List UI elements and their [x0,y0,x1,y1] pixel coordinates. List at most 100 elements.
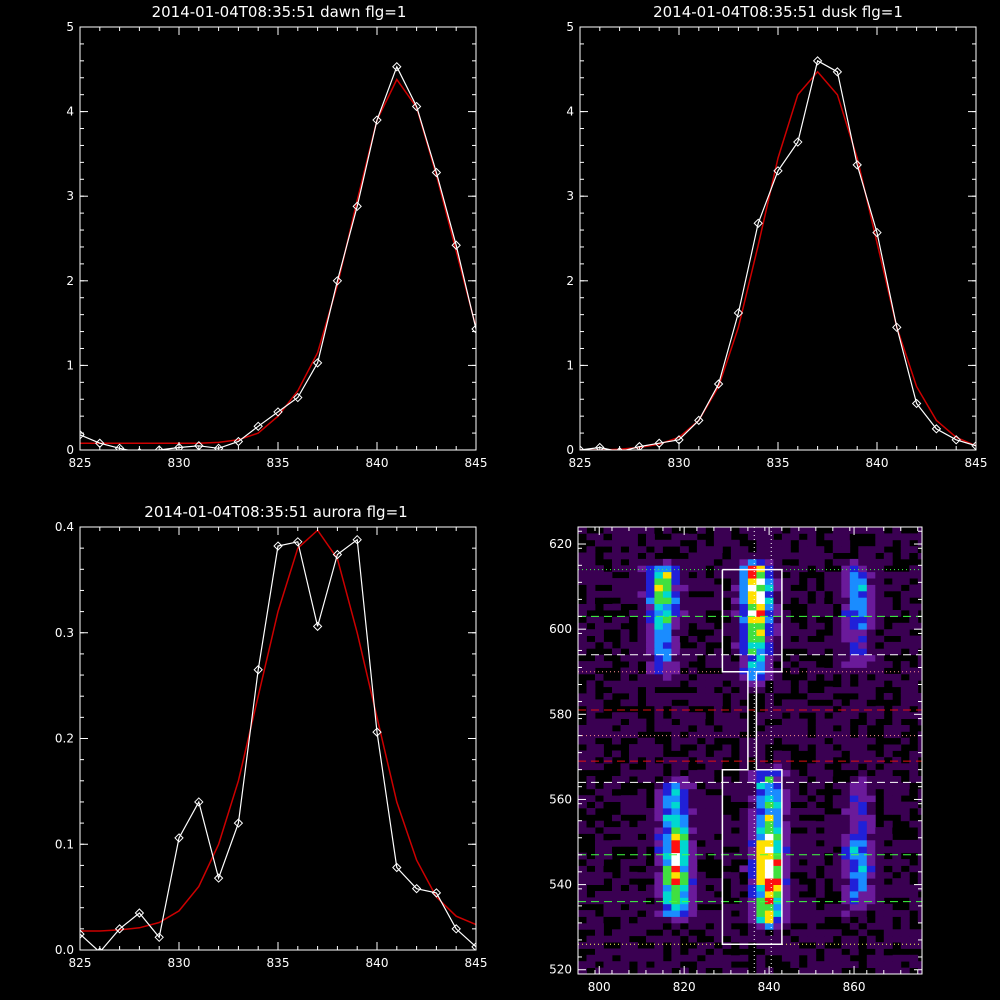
heatmap-cell [773,539,783,547]
heatmap-cell [620,533,630,541]
heatmap-cell [646,558,655,566]
heatmap-cell [917,820,922,828]
heatmap-cell [646,661,655,668]
data-point-marker [293,392,303,403]
heatmap-cell [739,916,749,924]
heatmap-cell [747,667,757,675]
heatmap-cell [858,788,868,796]
heatmap-cell [578,629,587,636]
heatmap-cell [917,533,922,541]
heatmap-cell [696,846,706,854]
heatmap-cell [824,654,834,662]
heatmap-cell [824,756,834,764]
heatmap-cell [688,603,698,611]
heatmap-cell [747,897,757,905]
heatmap-cell [612,622,621,630]
heatmap-cell [578,871,587,879]
heatmap-cell [824,903,834,911]
heatmap-cell [798,846,808,854]
heatmap-cell [756,635,766,643]
heatmap-cell [671,859,681,866]
heatmap-cell [875,922,885,930]
heatmap-cell [620,967,630,974]
heatmap-cell [722,839,732,847]
heatmap-cell [586,782,596,790]
heatmap-cell [671,852,681,860]
heatmap-cell [764,865,774,873]
heatmap-cell [883,967,893,974]
heatmap-cell [798,552,808,560]
heatmap-cell [595,661,604,668]
heatmap-cell [696,942,706,949]
heatmap-cell [781,833,791,841]
heatmap-cell [807,903,817,911]
heatmap-cell [815,756,825,764]
heatmap-cell [603,903,613,911]
heatmap-cell [705,942,715,949]
heatmap-cell [662,846,672,854]
heatmap-cell [620,616,630,624]
heatmap-cell [858,584,868,592]
heatmap-cell [671,942,681,949]
heatmap-cell [807,622,817,630]
heatmap-cell [764,833,774,841]
heatmap-cell [620,839,630,847]
heatmap-cell [841,712,851,719]
heatmap-cell [858,610,868,617]
data-point-marker [471,942,476,950]
heatmap-cell [603,852,613,860]
heatmap-cell [629,533,638,541]
heatmap-cell [756,616,766,624]
heatmap-cell [832,827,842,834]
heatmap-cell [858,699,868,707]
heatmap-cell [747,916,757,924]
heatmap-cell [883,641,893,649]
heatmap-cell [595,699,604,707]
heatmap-cell [578,641,587,649]
heatmap-cell [654,590,664,598]
heatmap-cell [790,558,800,566]
heatmap-cell [841,737,851,745]
heatmap-cell [756,750,766,758]
heatmap-cell [909,769,919,777]
heatmap-cell [807,558,817,566]
heatmap-cell [730,871,740,879]
heatmap-cell [798,635,808,643]
heatmap-cell [662,718,672,726]
heatmap-cell [696,718,706,726]
heatmap-cell [866,865,876,873]
heatmap-cell [679,788,689,796]
heatmap-cell [595,788,604,796]
heatmap-cell [578,539,587,547]
heatmap-cell [629,833,638,841]
data-point-marker [872,227,882,238]
heatmap-cell [637,852,647,860]
heatmap-cell [875,961,885,968]
heatmap-cell [679,846,689,854]
heatmap-cell [909,571,919,579]
heatmap-cell [841,935,851,943]
heatmap-cell [705,699,715,707]
heatmap-cell [824,603,834,611]
heatmap-cell [841,954,851,962]
heatmap-cell [603,871,613,879]
heatmap-cell [883,693,893,700]
heatmap-cell [713,910,723,917]
heatmap-cell [629,756,638,764]
heatmap-cell [773,686,783,694]
heatmap-cell [739,693,749,700]
heatmap-cell [578,558,587,566]
data-point-marker [253,665,263,675]
data-point-marker [773,166,783,176]
data-point-marker [372,115,382,125]
heatmap-cell [858,776,868,783]
heatmap-cell [688,903,698,911]
heatmap-cell [612,929,621,937]
heatmap-cell [679,558,689,566]
heatmap-cell [815,718,825,726]
heatmap-cell [866,935,876,943]
heatmap-cell [849,788,859,796]
heatmap-cell [917,852,922,860]
heatmap-cell [790,725,800,732]
heatmap-cell [747,801,757,809]
